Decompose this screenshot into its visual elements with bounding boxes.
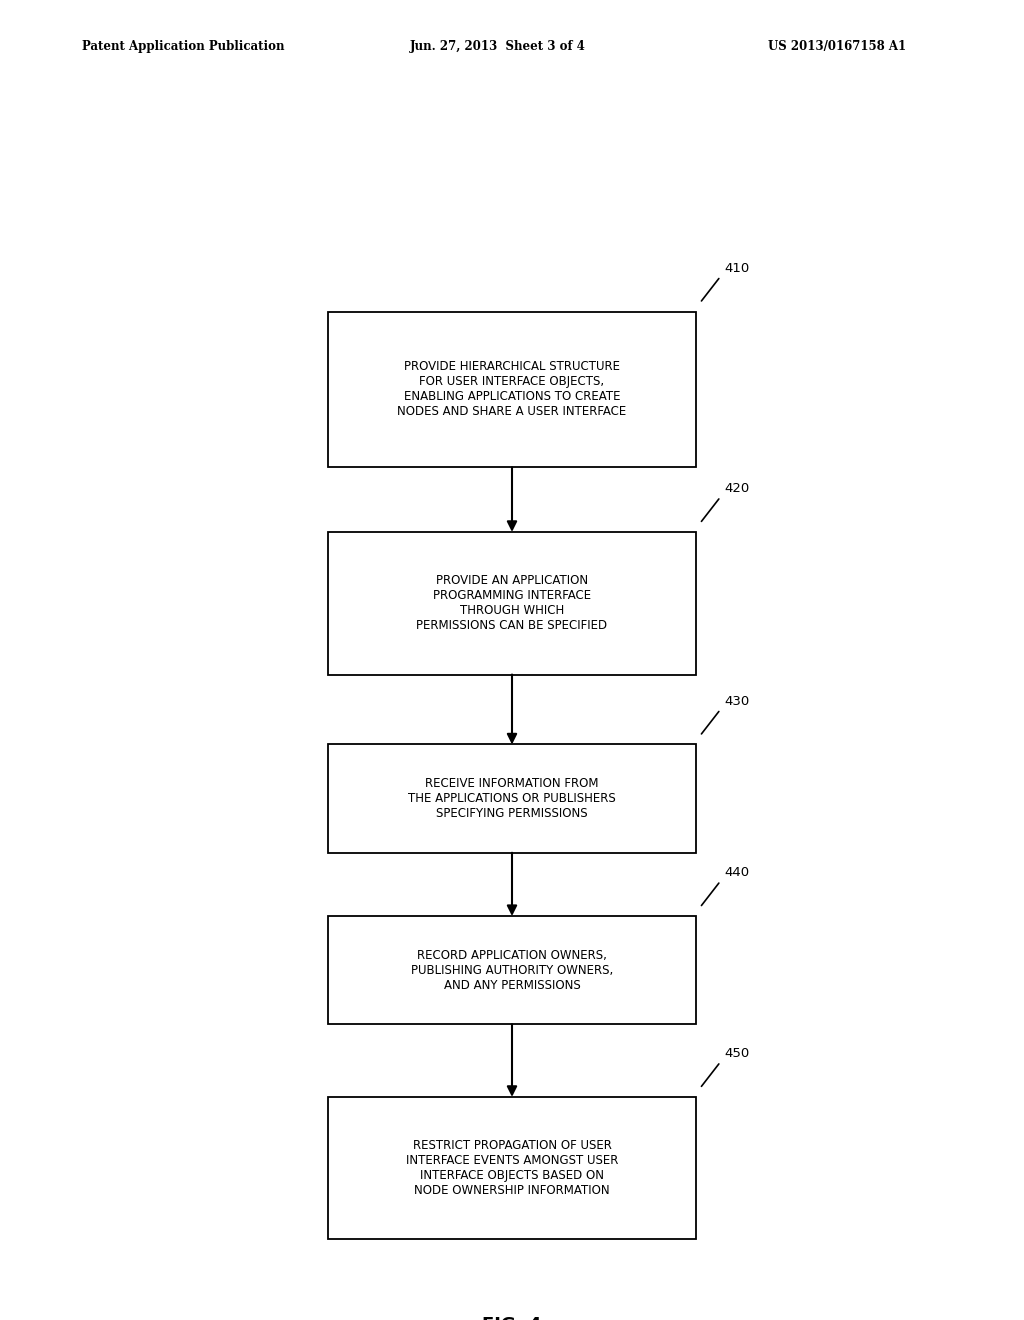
Text: Patent Application Publication: Patent Application Publication xyxy=(82,40,285,53)
Text: 420: 420 xyxy=(724,482,750,495)
FancyBboxPatch shape xyxy=(328,744,696,853)
Text: 440: 440 xyxy=(724,866,750,879)
Text: Jun. 27, 2013  Sheet 3 of 4: Jun. 27, 2013 Sheet 3 of 4 xyxy=(410,40,586,53)
Text: 410: 410 xyxy=(724,261,750,275)
FancyBboxPatch shape xyxy=(328,312,696,467)
Text: 450: 450 xyxy=(724,1047,750,1060)
Text: FIG. 4: FIG. 4 xyxy=(482,1316,542,1320)
FancyBboxPatch shape xyxy=(328,916,696,1024)
Text: PROVIDE AN APPLICATION
PROGRAMMING INTERFACE
THROUGH WHICH
PERMISSIONS CAN BE SP: PROVIDE AN APPLICATION PROGRAMMING INTER… xyxy=(417,574,607,632)
Text: US 2013/0167158 A1: US 2013/0167158 A1 xyxy=(768,40,906,53)
Text: RECEIVE INFORMATION FROM
THE APPLICATIONS OR PUBLISHERS
SPECIFYING PERMISSIONS: RECEIVE INFORMATION FROM THE APPLICATION… xyxy=(409,777,615,820)
FancyBboxPatch shape xyxy=(328,532,696,675)
Text: RECORD APPLICATION OWNERS,
PUBLISHING AUTHORITY OWNERS,
AND ANY PERMISSIONS: RECORD APPLICATION OWNERS, PUBLISHING AU… xyxy=(411,949,613,991)
Text: PROVIDE HIERARCHICAL STRUCTURE
FOR USER INTERFACE OBJECTS,
ENABLING APPLICATIONS: PROVIDE HIERARCHICAL STRUCTURE FOR USER … xyxy=(397,360,627,418)
Text: RESTRICT PROPAGATION OF USER
INTERFACE EVENTS AMONGST USER
INTERFACE OBJECTS BAS: RESTRICT PROPAGATION OF USER INTERFACE E… xyxy=(406,1139,618,1197)
Text: 430: 430 xyxy=(724,694,750,708)
FancyBboxPatch shape xyxy=(328,1097,696,1239)
